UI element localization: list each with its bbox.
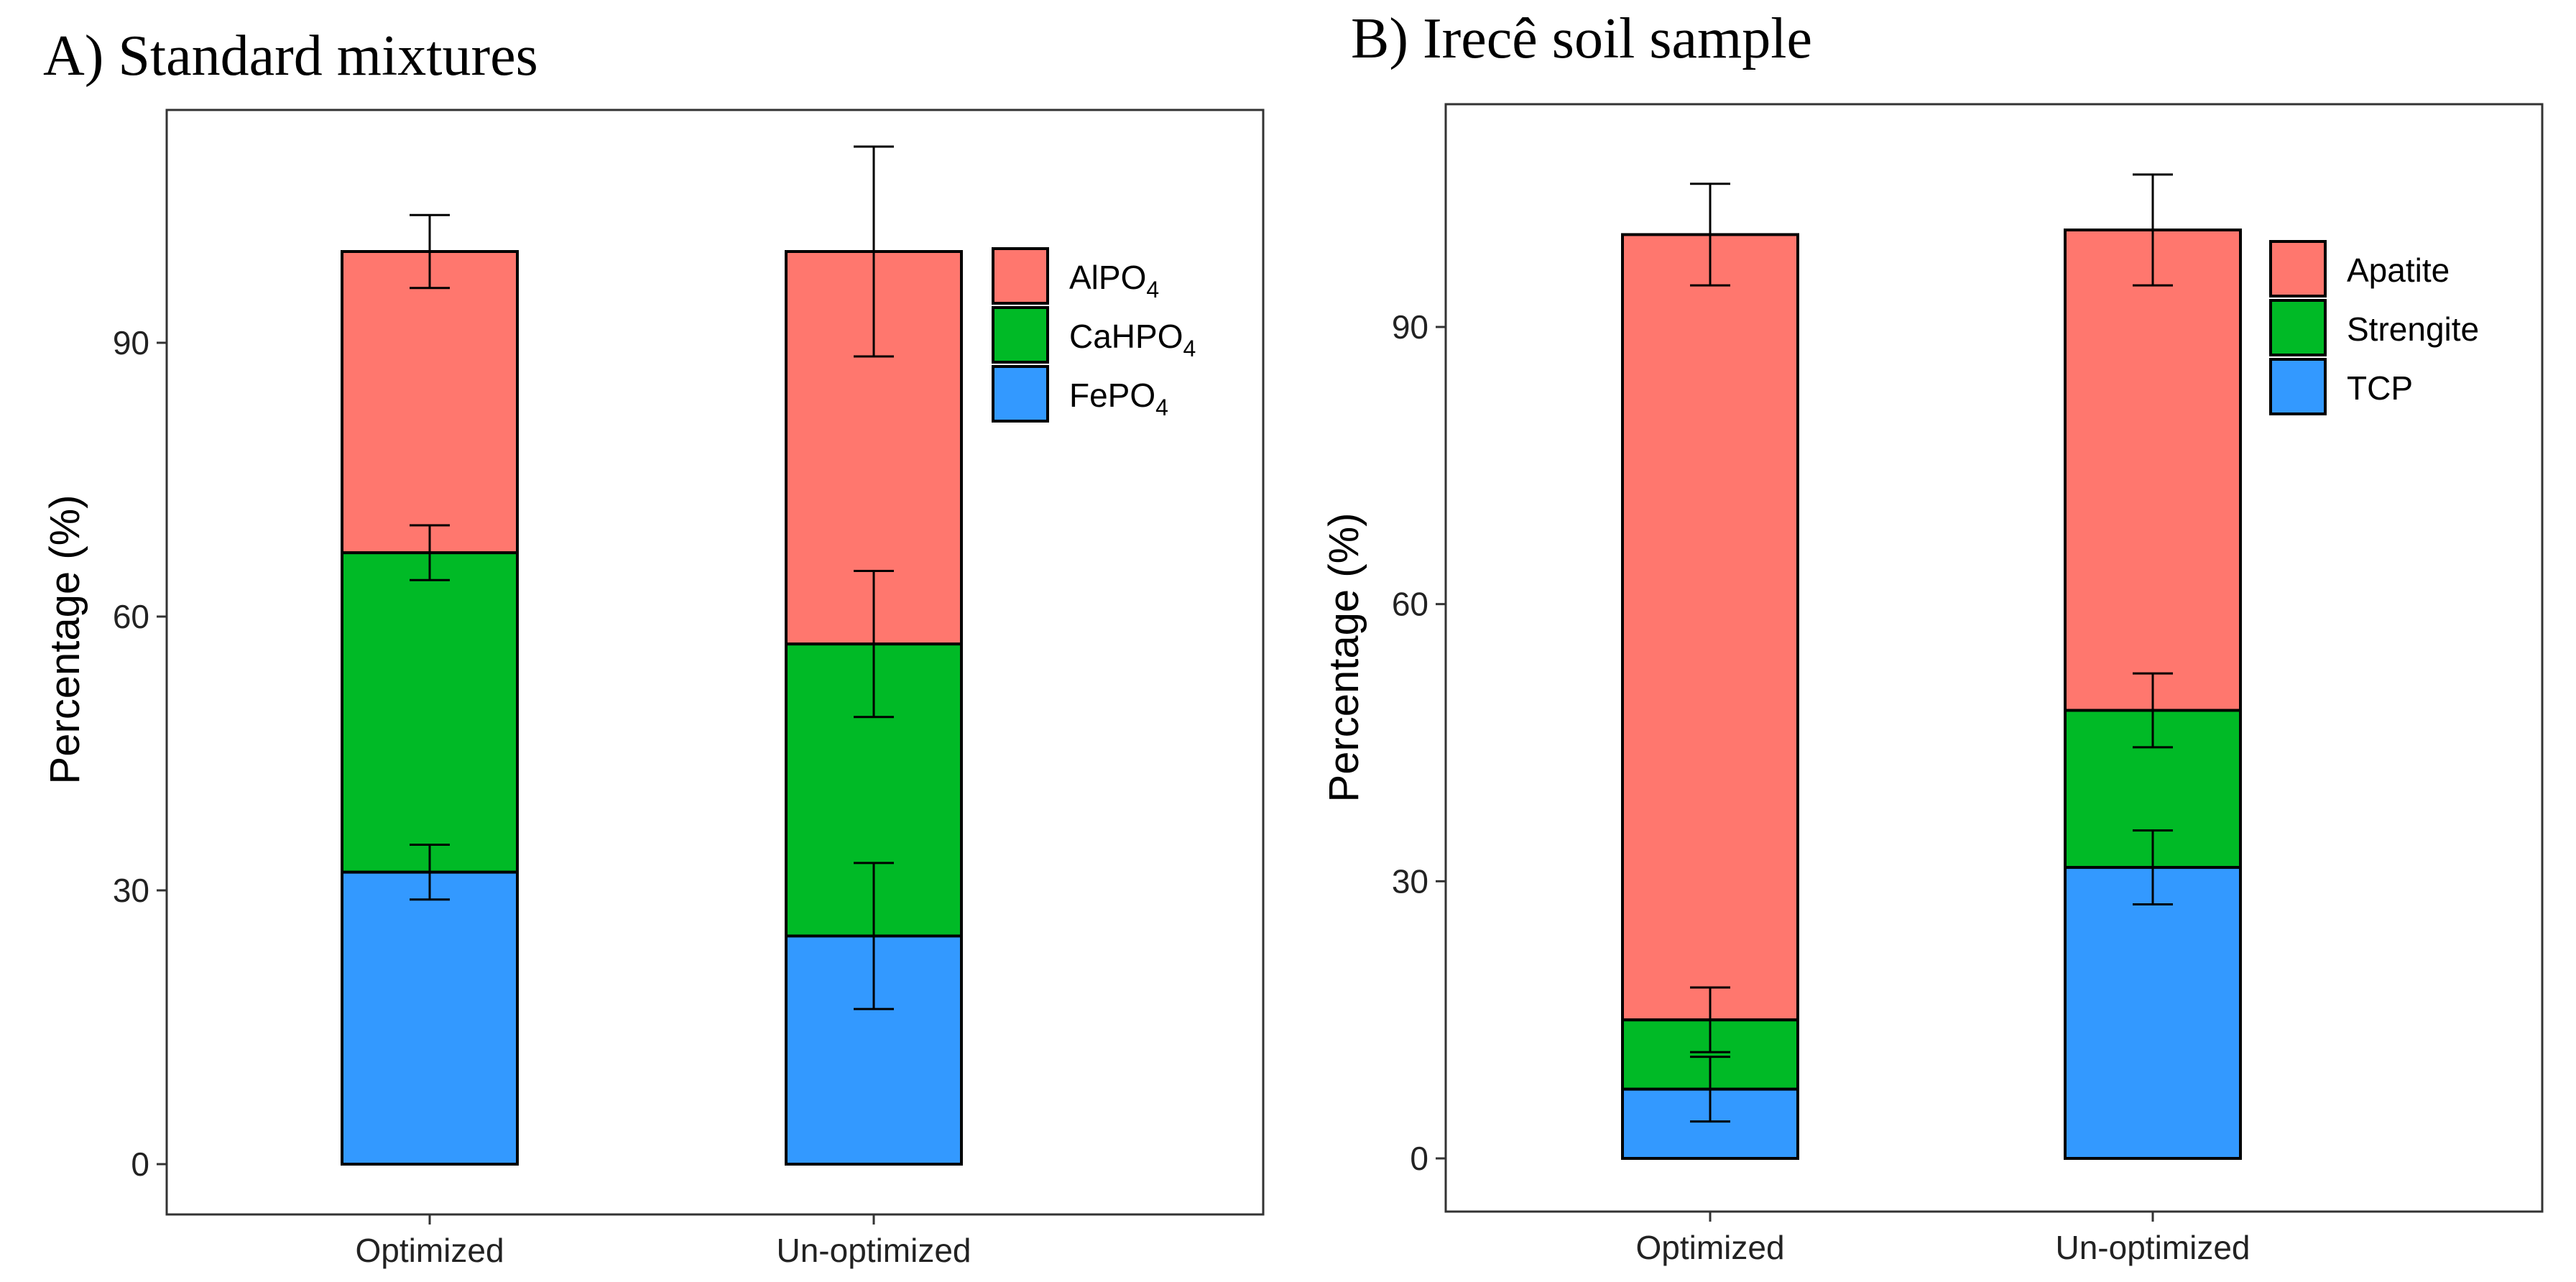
panel-a-legend-label: FePO4 xyxy=(1069,377,1168,420)
panel-a-legend-label: CaHPO4 xyxy=(1069,318,1196,361)
panel-b-x-tick-label: Optimized xyxy=(1635,1229,1784,1266)
panel-b-bar-segment xyxy=(2064,229,2242,712)
panel-b-y-tick-label: 0 xyxy=(1410,1140,1428,1177)
panel-b-legend-label: Strengite xyxy=(2347,310,2479,348)
panel-a-bar-segment xyxy=(341,551,519,874)
panel-a-x-tick-label: Optimized xyxy=(355,1232,504,1269)
panel-b-legend-swatch xyxy=(2269,358,2327,415)
panel-b-legend-swatch xyxy=(2269,240,2327,298)
panel-b-bar-segment xyxy=(1621,233,1799,1022)
panel-a-y-tick-label: 60 xyxy=(113,598,149,635)
panel-a-title: A) Standard mixtures xyxy=(43,24,538,88)
panel-b-y-axis-title: Percentage (%) xyxy=(1321,513,1367,803)
panel-b: B) Irecê soil sample Percentage (%) 0 30 6… xyxy=(1321,7,2544,1266)
panel-b-y-tick-label: 60 xyxy=(1392,586,1428,623)
panel-b-title: B) Irecê soil sample xyxy=(1351,7,1812,70)
panel-a-legend-swatch xyxy=(992,247,1049,305)
panel-a: A) Standard mixtures Percentage (%) 0 30 6… xyxy=(42,24,1265,1269)
panel-a-y-tick-label: 90 xyxy=(113,324,149,361)
panel-a-legend-swatch xyxy=(992,365,1049,423)
panel-a-legend-swatch xyxy=(992,306,1049,364)
panel-a-y-tick-label: 0 xyxy=(131,1145,149,1183)
panel-b-y-tick-label: 90 xyxy=(1392,308,1428,346)
panel-a-y-tick-label: 30 xyxy=(113,872,149,909)
panel-b-plot-area: 0 30 60 90 Optimized Un-optimized Apatite Stren… xyxy=(1392,103,2544,1266)
panel-a-panel-border xyxy=(165,109,1265,1216)
panel-b-legend-label: Apatite xyxy=(2347,252,2450,289)
panel-b-panel-border xyxy=(1444,103,2544,1213)
panel-b-x-tick-label: Un-optimized xyxy=(2056,1229,2250,1266)
panel-b-bar-segment xyxy=(2064,866,2242,1161)
panel-a-bar-segment xyxy=(341,250,519,555)
panel-a-x-tick-label: Un-optimized xyxy=(777,1232,971,1269)
panel-a-y-axis-title: Percentage (%) xyxy=(42,495,88,785)
panel-a-bar-segment xyxy=(341,870,519,1166)
panel-b-y-tick-label: 30 xyxy=(1392,862,1428,900)
panel-a-legend-label: AlPO4 xyxy=(1069,259,1159,303)
panel-b-legend-swatch xyxy=(2269,299,2327,356)
panel-b-legend-label: TCP xyxy=(2347,369,2413,407)
panel-a-plot-area: 0 30 60 90 Optimized Un-optimized AlPO4 CaHPO4 F… xyxy=(113,109,1265,1269)
